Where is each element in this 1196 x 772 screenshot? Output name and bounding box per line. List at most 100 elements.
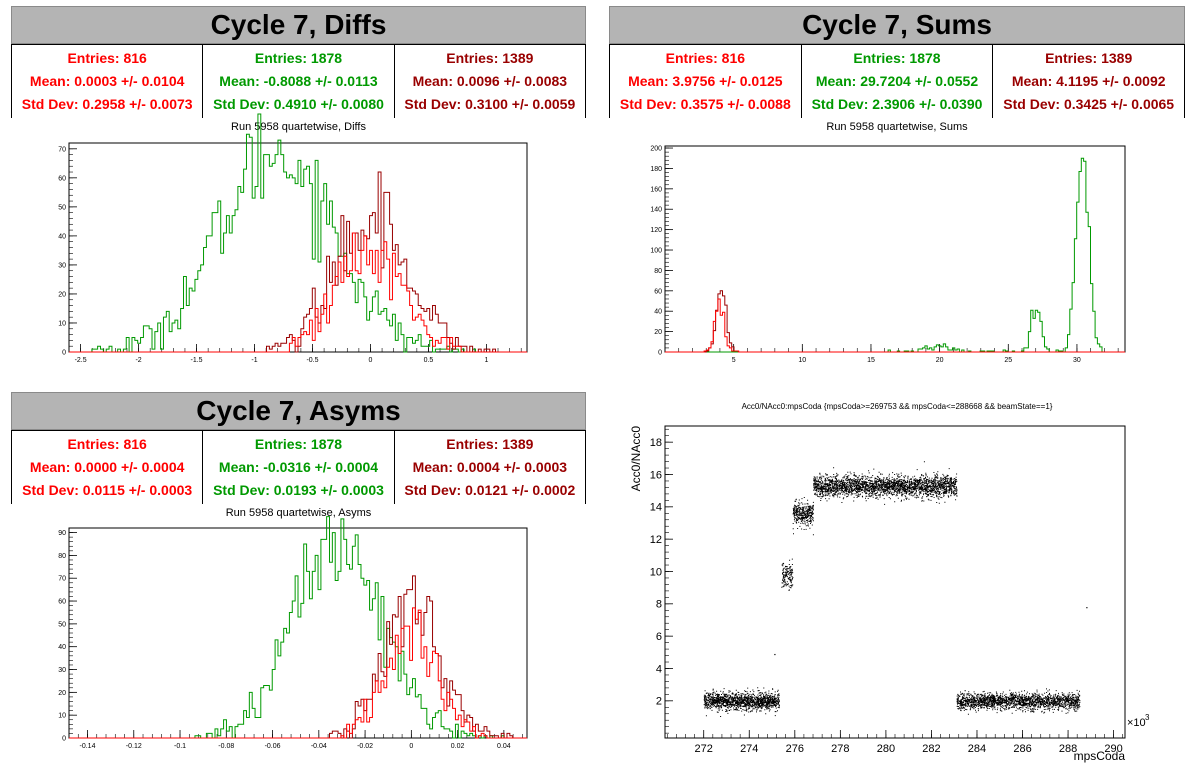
stat-std: Std Dev: 0.3575 +/- 0.0088 bbox=[619, 96, 791, 113]
asyms-stats-darkred: Entries: 1389 Mean: 0.0004 +/- 0.0003 St… bbox=[393, 430, 586, 504]
diffs-stats-darkred: Entries: 1389 Mean: 0.0096 +/- 0.0083 St… bbox=[393, 44, 586, 118]
scatter-xtick-label: 274 bbox=[740, 743, 758, 755]
scatter-cluster-0 bbox=[703, 687, 780, 717]
stat-mean: Mean: 4.1195 +/- 0.0092 bbox=[1011, 72, 1166, 89]
hist1-xtick-label: 5 bbox=[732, 357, 736, 364]
scatter-xtick-label: 280 bbox=[877, 743, 895, 755]
hist2-xtick-label: -0.1 bbox=[174, 743, 186, 750]
scatter-xtick-label: 288 bbox=[1059, 743, 1077, 755]
scatter-x-multiplier: ×10 bbox=[1127, 717, 1146, 729]
hist2-xtick-label: 0 bbox=[409, 743, 413, 750]
hist1-ytick-label: 120 bbox=[650, 227, 662, 234]
hist1-ytick-label: 180 bbox=[650, 166, 662, 173]
scatter-ytick-label: 18 bbox=[650, 437, 662, 449]
scatter-xtick-label: 286 bbox=[1013, 743, 1031, 755]
scatter-xlabel: mpsCoda bbox=[1074, 749, 1126, 763]
hist0-ytick-label: 10 bbox=[58, 320, 66, 327]
stat-entries: Entries: 1878 bbox=[853, 49, 941, 66]
asyms-stats-box: Entries: 816 Mean: 0.0000 +/- 0.0004 Std… bbox=[11, 430, 586, 504]
hist2-ytick-label: 30 bbox=[58, 667, 66, 674]
hist2-ytick-label: 60 bbox=[58, 598, 66, 605]
stat-mean: Mean: 0.0003 +/- 0.0104 bbox=[29, 72, 185, 89]
scatter-point bbox=[1086, 607, 1088, 609]
hist1-xtick-label: 25 bbox=[1004, 357, 1012, 364]
scatter-xtick-label: 272 bbox=[695, 743, 713, 755]
stat-mean: Mean: 29.7204 +/- 0.0552 bbox=[815, 72, 979, 89]
asyms-title: Cycle 7, Asyms bbox=[11, 392, 586, 430]
diffs-title: Cycle 7, Diffs bbox=[11, 6, 586, 44]
hist2-ytick-label: 40 bbox=[58, 644, 66, 651]
hist2-ytick-label: 80 bbox=[58, 553, 66, 560]
scatter-ytick-label: 6 bbox=[656, 631, 662, 643]
scatter-ytick-label: 12 bbox=[650, 534, 662, 546]
hist1-xtick-label: 30 bbox=[1073, 357, 1081, 364]
diffs-stats-green: Entries: 1878 Mean: -0.8088 +/- 0.0113 S… bbox=[202, 44, 393, 118]
stat-mean: Mean: -0.8088 +/- 0.0113 bbox=[219, 72, 378, 89]
diffs-subtitle: Run 5958 quartetwise, Diffs bbox=[231, 121, 366, 133]
scatter-xtick-label: 278 bbox=[831, 743, 849, 755]
stat-entries: Entries: 1878 bbox=[254, 49, 343, 66]
asyms-histogram: -0.14 -0.12 -0.1 -0.08 -0.06 -0.04 -0.02 0 0.02 0… bbox=[58, 516, 528, 750]
hist1-ytick-label: 160 bbox=[650, 186, 662, 193]
scatter-cluster-2 bbox=[792, 497, 814, 536]
hist2-xtick-label: -0.02 bbox=[357, 743, 373, 750]
stat-std: Std Dev: 0.0193 +/- 0.0003 bbox=[213, 482, 384, 499]
sums-histogram: 5 10 15 20 25 30 0 20 40 60 80 100 120 140 160 180 200 bbox=[650, 145, 1126, 364]
hist2-ytick-label: 90 bbox=[58, 530, 66, 537]
scatter-ytick-label: 14 bbox=[650, 502, 662, 514]
hist1-ytick-label: 40 bbox=[654, 309, 662, 316]
hist1-xtick-label: 20 bbox=[936, 357, 944, 364]
hist1-series-2 bbox=[665, 298, 1125, 353]
diffs-stats-box: Entries: 816 Mean: 0.0003 +/- 0.0104 Std… bbox=[11, 44, 586, 118]
hist2-xtick-label: -0.04 bbox=[311, 743, 327, 750]
hist2-xtick-label: 0.04 bbox=[497, 743, 511, 750]
hist2-series-2 bbox=[69, 607, 527, 739]
hist0-ytick-label: 0 bbox=[62, 349, 66, 356]
hist0-ytick-label: 70 bbox=[58, 146, 66, 153]
sums-title: Cycle 7, Sums bbox=[609, 6, 1185, 44]
hist0-xtick-label: -2 bbox=[135, 357, 141, 364]
scatter-ytick-label: 8 bbox=[656, 599, 662, 611]
hist0-series-2 bbox=[69, 232, 527, 353]
stat-std: Std Dev: 0.3100 +/- 0.0059 bbox=[404, 96, 576, 113]
hist2-ytick-label: 20 bbox=[58, 690, 66, 697]
sums-stats-red: Entries: 816 Mean: 3.9756 +/- 0.0125 Std… bbox=[609, 44, 801, 118]
stat-entries: Entries: 1389 bbox=[446, 435, 534, 452]
hist0-xtick-label: -1 bbox=[251, 357, 257, 364]
scatter-xtick-label: 284 bbox=[968, 743, 986, 755]
hist2-xtick-label: 0.02 bbox=[451, 743, 465, 750]
stat-entries: Entries: 816 bbox=[665, 49, 746, 66]
hist2-ytick-label: 0 bbox=[62, 735, 66, 742]
stat-std: Std Dev: 0.0121 +/- 0.0002 bbox=[404, 482, 576, 499]
stat-mean: Mean: 0.0000 +/- 0.0004 bbox=[29, 458, 185, 475]
hist1-ytick-label: 100 bbox=[650, 247, 662, 254]
hist0-ytick-label: 60 bbox=[58, 175, 66, 182]
sums-stats-darkred: Entries: 1389 Mean: 4.1195 +/- 0.0092 St… bbox=[992, 44, 1186, 118]
hist1-ytick-label: 60 bbox=[654, 288, 662, 295]
hist1-ytick-label: 80 bbox=[654, 268, 662, 275]
stat-entries: Entries: 816 bbox=[67, 435, 147, 452]
hist2-ytick-label: 70 bbox=[58, 576, 66, 583]
diffs-stats-red: Entries: 816 Mean: 0.0003 +/- 0.0104 Std… bbox=[11, 44, 202, 118]
stat-entries: Entries: 1878 bbox=[254, 435, 343, 452]
stat-std: Std Dev: 0.2958 +/- 0.0073 bbox=[21, 96, 193, 113]
hist2-xtick-label: -0.08 bbox=[218, 743, 234, 750]
stat-entries: Entries: 816 bbox=[67, 49, 147, 66]
hist2-xtick-label: -0.14 bbox=[80, 743, 96, 750]
hist0-xtick-label: -2.5 bbox=[75, 357, 87, 364]
hist1-ytick-label: 200 bbox=[650, 145, 662, 152]
hist0-xtick-label: 1 bbox=[484, 357, 488, 364]
stat-std: Std Dev: 0.4910 +/- 0.0080 bbox=[213, 96, 384, 113]
sums-stats-box: Entries: 816 Mean: 3.9756 +/- 0.0125 Std… bbox=[609, 44, 1186, 118]
scatter-ytick-label: 10 bbox=[650, 566, 662, 578]
scatter-cluster-1 bbox=[781, 558, 794, 591]
hist0-ytick-label: 20 bbox=[58, 291, 66, 298]
stat-mean: Mean: 0.0096 +/- 0.0083 bbox=[412, 72, 568, 89]
scatter-ytick-label: 2 bbox=[656, 696, 662, 708]
stat-mean: Mean: -0.0316 +/- 0.0004 bbox=[218, 458, 379, 475]
asyms-stats-green: Entries: 1878 Mean: -0.0316 +/- 0.0004 S… bbox=[202, 430, 393, 504]
stat-entries: Entries: 1389 bbox=[1045, 49, 1133, 66]
hist0-xtick-label: 0 bbox=[369, 357, 373, 364]
scatter-point bbox=[774, 653, 776, 656]
scatter-points bbox=[703, 461, 1088, 717]
